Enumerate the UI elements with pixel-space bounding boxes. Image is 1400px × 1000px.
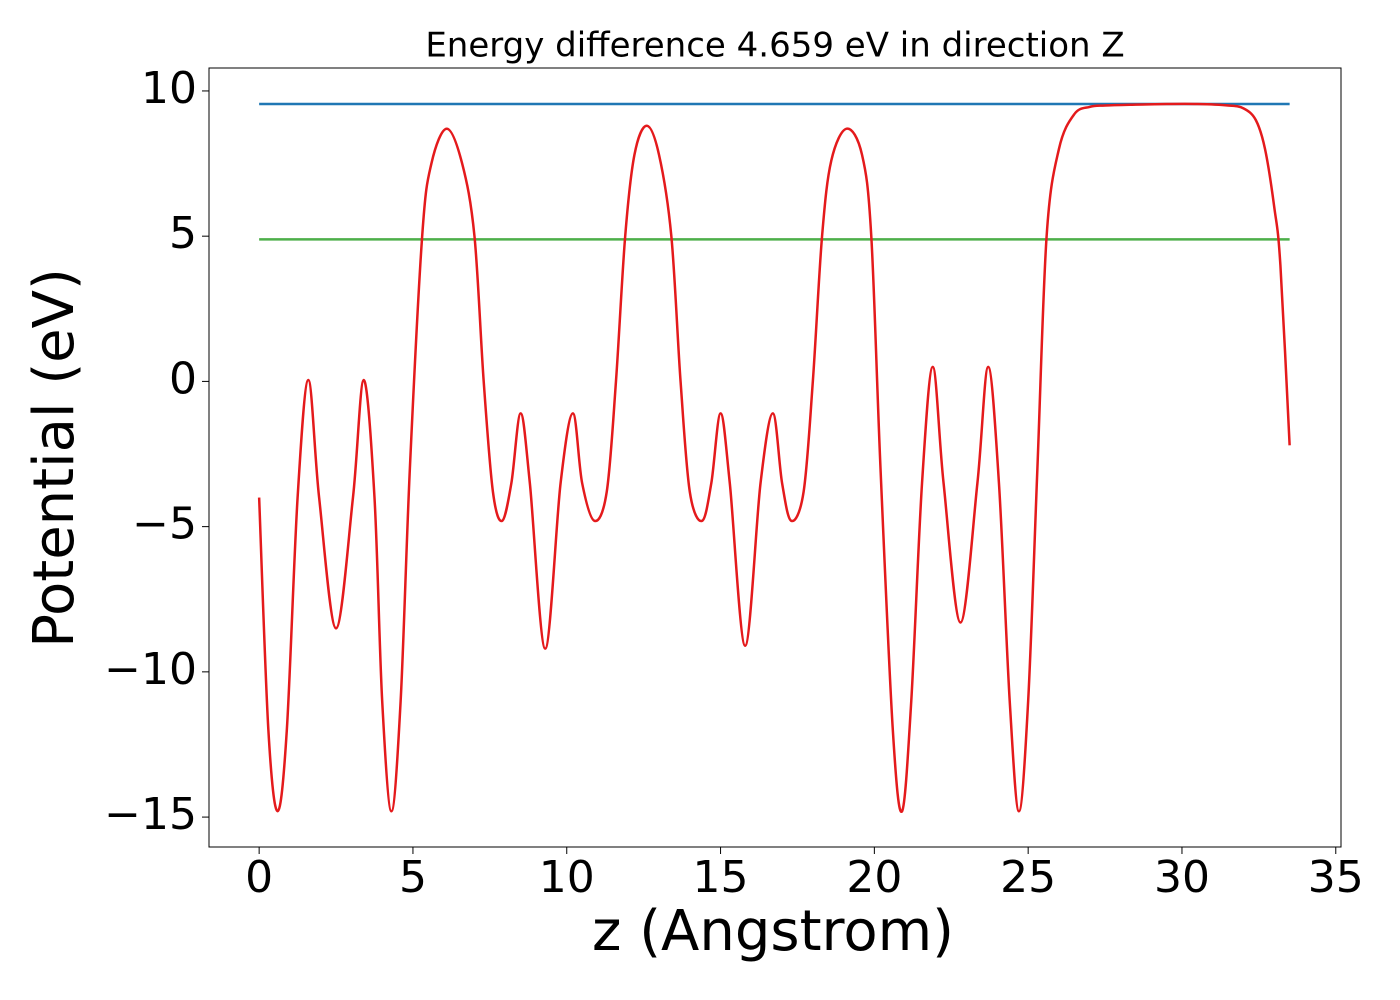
y-tick-label: −15 bbox=[104, 789, 197, 840]
x-tick-label: 20 bbox=[846, 852, 902, 903]
y-tick-label: 0 bbox=[169, 353, 197, 404]
y-tick-label: 10 bbox=[141, 63, 197, 114]
x-tick-label: 25 bbox=[1000, 852, 1056, 903]
y-tick-label: −5 bbox=[132, 499, 197, 550]
chart-title: Energy difference 4.659 eV in direction … bbox=[425, 26, 1124, 66]
y-tick-label: 5 bbox=[169, 208, 197, 259]
x-axis-label: z (Angstrom) bbox=[592, 899, 954, 964]
x-tick-label: 5 bbox=[399, 852, 427, 903]
x-tick-label: 0 bbox=[245, 852, 273, 903]
line-series bbox=[257, 102, 1291, 813]
x-tick-label: 35 bbox=[1308, 852, 1364, 903]
y-axis-label: Potential (eV) bbox=[22, 268, 87, 648]
x-tick-label: 15 bbox=[693, 852, 749, 903]
plot-frame bbox=[208, 67, 1342, 848]
x-tick-label: 30 bbox=[1154, 852, 1210, 903]
x-tick-label: 10 bbox=[539, 852, 595, 903]
y-tick-label: −10 bbox=[104, 644, 197, 695]
